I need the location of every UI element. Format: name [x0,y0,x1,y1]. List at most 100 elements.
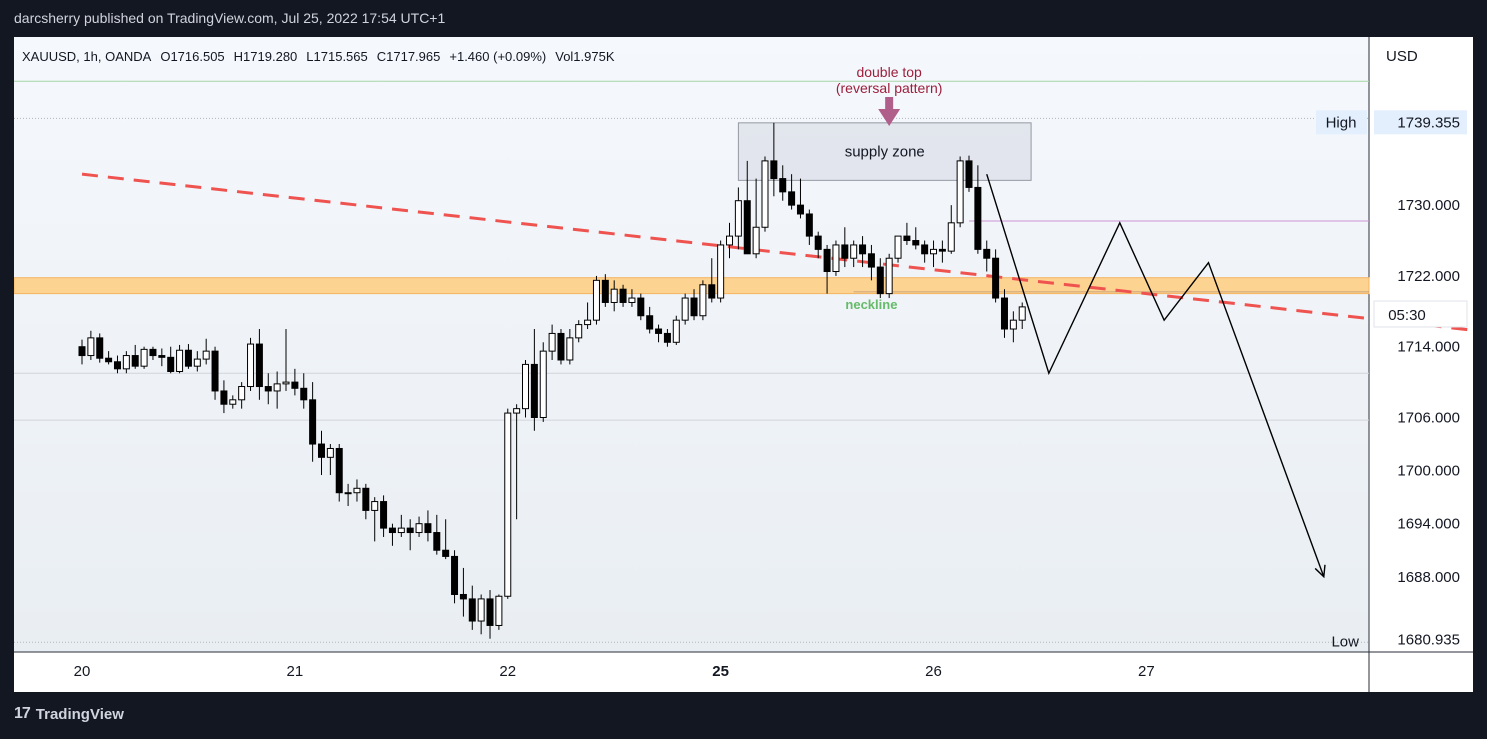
candle-body [885,257,893,295]
candle-body [690,297,698,317]
candle-body [903,235,911,242]
candle-body [459,593,467,600]
price-tick-label: 1694.000 [1397,516,1460,533]
candle-body [424,523,432,534]
candle-body [894,235,902,259]
candle-body [184,349,192,367]
candle-body [530,363,538,419]
candle-body [805,213,813,237]
time-tick-label: 20 [74,663,91,680]
candle-body [601,279,609,303]
supply-zone [737,122,1032,181]
price-tick-label: 1700.000 [1397,463,1460,480]
footer: 17 TradingView [14,705,124,723]
currency-label: USD [1386,48,1418,65]
candle-body [202,350,210,360]
high-label: High [1326,114,1357,131]
candle-body [158,355,166,358]
candle-body [992,257,1000,299]
candle-body [761,160,769,228]
price-tick-label: 1730.000 [1397,197,1460,214]
candle-body [859,244,867,255]
supply-zone-label: supply zone [845,144,925,161]
candle-body [273,383,281,392]
candle-body [938,248,946,252]
candle-body [105,357,113,363]
candle-body [779,178,787,193]
candle-body [841,244,849,259]
candle-body [415,523,423,534]
candle-body [912,240,920,246]
candle-body [947,222,955,252]
candle-body [513,408,521,414]
legend-open: O1716.505 [160,49,224,64]
candle-body [78,346,86,357]
candle-body [610,288,618,303]
candle-body [388,527,396,534]
candle-body [433,532,441,551]
publisher-line: darcsherry published on TradingView.com,… [14,10,446,26]
candle-body [1018,306,1026,321]
countdown-label: 05:30 [1388,307,1426,324]
candle-body [140,348,148,367]
footer-brand[interactable]: TradingView [35,705,124,723]
candle-body [983,248,991,259]
candle-body [681,297,689,321]
candle-body [113,361,121,370]
candle-body [96,337,104,359]
countdown-box [1373,300,1468,328]
candle-body [584,319,592,326]
price-tick-label: 1714.000 [1397,339,1460,356]
candle-body [743,200,751,255]
projection-path [986,173,1325,578]
candle-body [832,244,840,272]
candle-body [220,390,228,405]
candle-body [965,160,973,188]
candle-body [122,355,130,370]
candle-body [131,355,139,367]
candle-body [734,200,742,237]
candle-body [193,358,201,367]
chart-frame: supply zone neckline double top (reversal p… [13,37,1487,692]
dashed-trendline [81,172,1487,334]
candle-body [255,343,263,388]
candle-body [495,595,503,626]
low-label: Low [1331,633,1359,650]
double-top-label: double top [856,64,922,80]
candle-body [823,248,831,272]
time-tick-label: 22 [499,663,516,680]
candle-body [655,328,663,334]
candle-body [282,381,290,385]
candle-body [344,492,352,495]
candle-body [788,191,796,206]
candle-body [796,204,804,215]
candle-body [477,598,485,622]
low-price-box [1374,627,1467,652]
candle-body [770,160,778,180]
candle-body [264,386,272,392]
candle-body [486,598,494,626]
candle-body [149,348,157,357]
price-tick-label: 1706.000 [1397,410,1460,427]
candlestick-chart[interactable]: supply zone neckline double top(reversal p… [13,37,1487,692]
double-top-sublabel: (reversal pattern) [836,80,943,96]
candle-body [867,253,875,268]
candle-body [752,226,760,255]
time-tick-label: 27 [1138,663,1155,680]
time-tick-label: 26 [925,663,942,680]
tradingview-logo-icon[interactable]: 17 [14,705,31,722]
candle-body [592,279,600,321]
candle-body [380,501,388,529]
candle-body [238,386,246,401]
legend-change: +1.460 (+0.09%) [449,49,546,64]
candle-body [876,266,884,295]
candle-body [211,350,219,392]
plot-background [14,37,1369,652]
candle-body [247,343,255,388]
legend-volume: Vol1.975K [555,49,615,64]
candle-body [1009,319,1017,330]
candle-body [1000,297,1008,330]
candle-body [974,186,982,250]
candle-body [708,284,716,299]
candle-body [628,297,636,303]
